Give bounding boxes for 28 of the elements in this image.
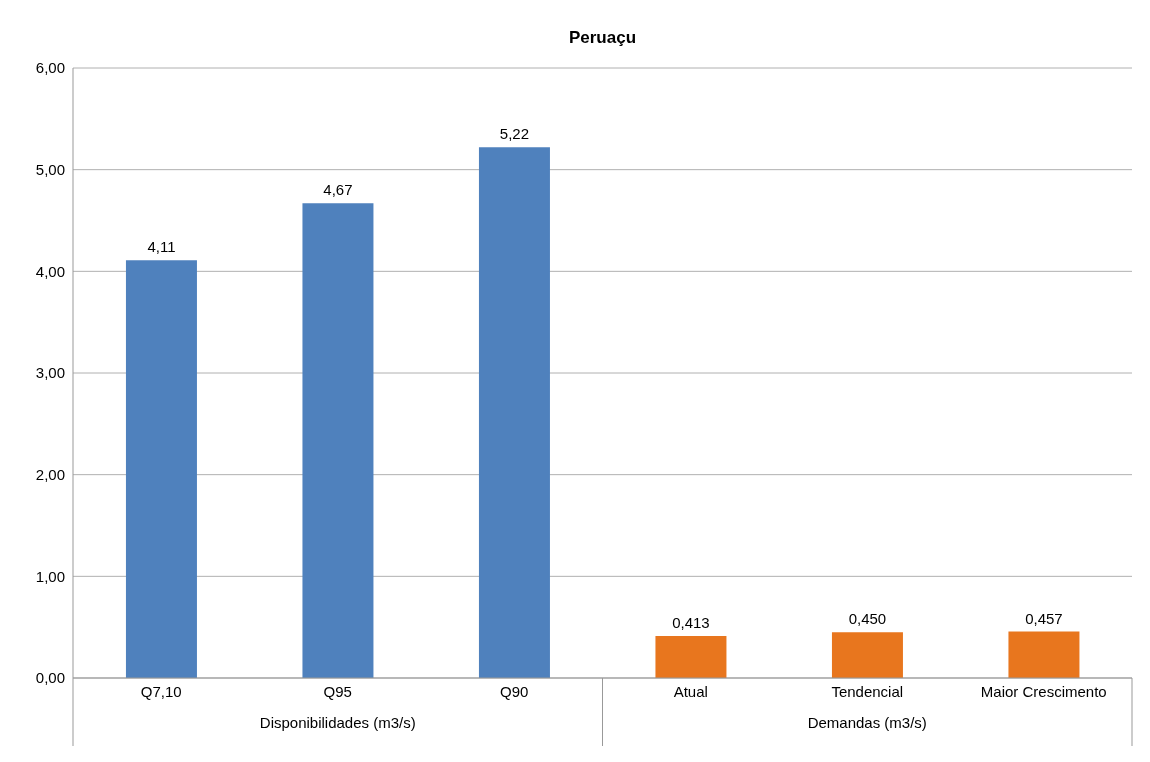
- y-tick-label: 6,00: [35, 59, 65, 77]
- chart-title: Peruaçu: [567, 28, 638, 48]
- data-label: 4,11: [147, 238, 176, 256]
- x-tick-label: Atual: [673, 682, 708, 700]
- x-tick-label: Q90: [500, 682, 529, 700]
- text: Demandas (m3/s): [806, 714, 928, 731]
- bar: [478, 147, 550, 678]
- data-label: 0,450: [848, 610, 887, 628]
- x-tick-label: Maior Crescimento: [980, 682, 1107, 700]
- data-label: 5,22: [499, 125, 530, 143]
- bar: [125, 260, 197, 678]
- x-tick-label: Q7,10: [140, 682, 182, 700]
- y-tick-label: 0,00: [35, 669, 65, 687]
- data-label: 0,457: [1025, 609, 1063, 627]
- bar: [831, 632, 903, 678]
- text: Disponibilidades (m3/s): [258, 714, 417, 731]
- bar: [655, 636, 727, 678]
- y-tick-label: 3,00: [35, 364, 65, 382]
- bar: [302, 203, 374, 678]
- y-tick-label: 1,00: [35, 567, 65, 585]
- x-tick-label: Q95: [323, 682, 352, 700]
- data-label: 0,413: [672, 614, 710, 632]
- y-tick-label: 5,00: [35, 160, 65, 178]
- bar: [1008, 631, 1080, 678]
- y-tick-label: 4,00: [35, 262, 65, 280]
- y-tick-label: 2,00: [35, 465, 65, 483]
- x-tick-label: Tendencial: [831, 682, 904, 700]
- data-label: 4,67: [323, 181, 353, 199]
